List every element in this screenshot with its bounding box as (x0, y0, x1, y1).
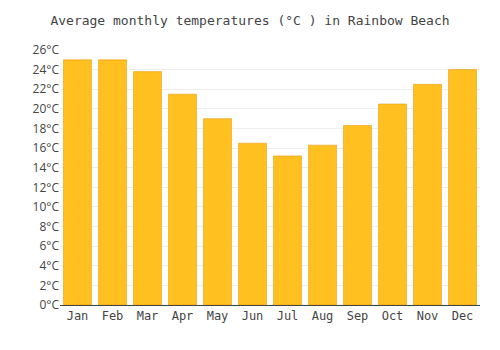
svg-text:26°C: 26°C (33, 41, 60, 58)
svg-text:Aug: Aug (312, 309, 334, 323)
svg-text:16°C: 16°C (33, 139, 60, 156)
svg-text:Jul: Jul (277, 309, 299, 323)
svg-text:Dec: Dec (452, 309, 474, 323)
svg-text:8°C: 8°C (39, 218, 59, 235)
svg-text:Jan: Jan (67, 309, 89, 323)
svg-text:14°C: 14°C (33, 159, 60, 176)
svg-text:Apr: Apr (172, 309, 194, 323)
svg-text:Jun: Jun (242, 309, 264, 323)
svg-text:6°C: 6°C (39, 237, 59, 254)
svg-text:Mar: Mar (137, 309, 159, 323)
svg-text:10°C: 10°C (33, 198, 60, 215)
svg-text:22°C: 22°C (33, 80, 60, 97)
svg-text:Feb: Feb (102, 309, 124, 323)
svg-text:May: May (207, 309, 229, 323)
svg-text:Sep: Sep (347, 309, 369, 323)
svg-text:Oct: Oct (382, 309, 404, 323)
svg-text:0°C: 0°C (39, 296, 59, 313)
svg-text:4°C: 4°C (39, 257, 59, 274)
svg-text:2°C: 2°C (39, 277, 59, 294)
svg-text:12°C: 12°C (33, 179, 60, 196)
svg-text:Nov: Nov (417, 309, 439, 323)
svg-text:Average monthly temperatures (: Average monthly temperatures (°C ) in Ra… (50, 13, 449, 28)
svg-text:24°C: 24°C (33, 61, 60, 78)
svg-text:20°C: 20°C (33, 100, 60, 117)
svg-text:18°C: 18°C (33, 120, 60, 137)
